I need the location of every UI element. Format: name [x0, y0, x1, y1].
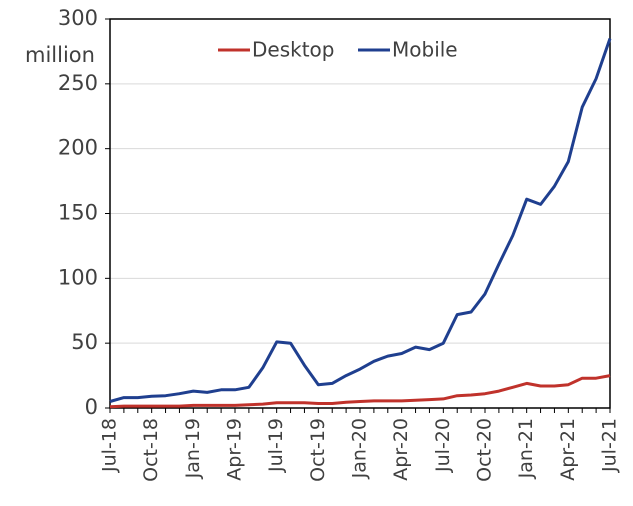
x-tick-label: Apr-20 — [390, 418, 412, 481]
x-tick-label: Oct-20 — [474, 418, 496, 482]
y-tick-label: 150 — [58, 201, 98, 225]
y-tick-label: 200 — [58, 136, 98, 160]
x-tick-label: Jul-18 — [99, 418, 121, 473]
x-tick-label: Apr-19 — [224, 418, 246, 481]
y-tick-label: 0 — [85, 395, 98, 419]
x-tick-label: Jul-19 — [265, 418, 287, 473]
x-tick-label: Jul-20 — [432, 418, 454, 473]
legend-label: Desktop — [252, 38, 334, 62]
x-tick-label: Jul-21 — [599, 418, 621, 473]
y-tick-label: 250 — [58, 71, 98, 95]
x-tick-label: Oct-19 — [307, 418, 329, 482]
y-tick-label: 50 — [71, 330, 98, 354]
x-tick-label: Apr-21 — [557, 418, 579, 481]
y-tick-label: 100 — [58, 265, 98, 289]
x-tick-label: Jan-21 — [515, 418, 537, 479]
x-tick-label: Oct-18 — [140, 418, 162, 482]
y-axis-label: million — [25, 43, 95, 67]
series-line — [109, 38, 612, 403]
x-tick-label: Jan-20 — [349, 418, 371, 479]
x-tick-label: Jan-19 — [182, 418, 204, 479]
y-tick-label: 300 — [58, 6, 98, 30]
plot-frame — [109, 18, 611, 409]
series-line — [109, 374, 611, 409]
legend-label: Mobile — [392, 38, 458, 62]
